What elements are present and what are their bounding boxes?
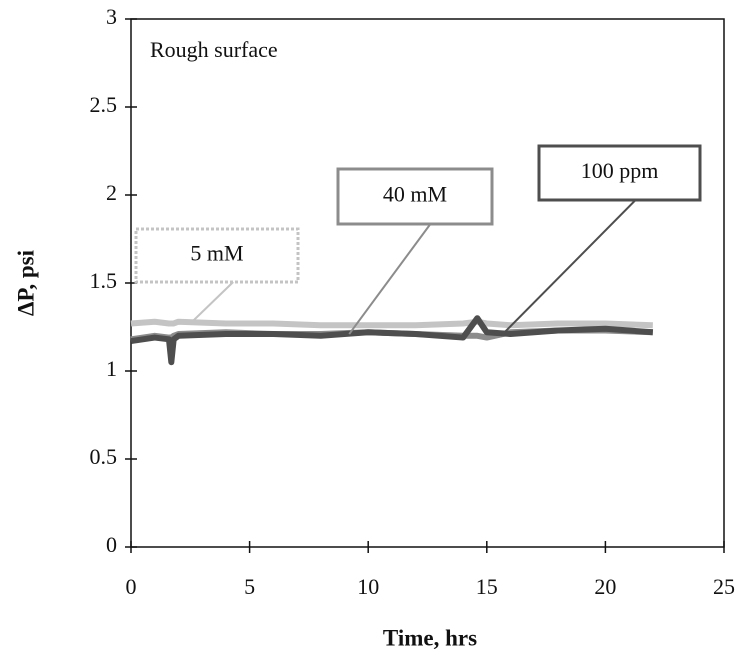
x-tick-label: 25 <box>713 574 735 599</box>
y-tick-label: 2 <box>106 180 117 205</box>
x-axis-title: Time, hrs <box>383 625 477 650</box>
y-tick-label: 2.5 <box>90 92 118 117</box>
x-tick-label: 20 <box>594 574 616 599</box>
data-line <box>130 315 654 366</box>
annotation: Rough surface <box>150 37 278 62</box>
y-tick-label: 1 <box>106 356 117 381</box>
callout-label: 100 ppm <box>581 158 659 183</box>
callout-box <box>537 144 702 202</box>
callout-box <box>134 227 300 284</box>
y-tick-label: 3 <box>106 4 117 29</box>
y-axis-title: ΔP, psi <box>13 249 38 316</box>
callout-label: 5 mM <box>190 241 243 266</box>
callout-leader <box>348 223 432 335</box>
y-tick-label: 0 <box>106 532 117 557</box>
y-tick-label: 0.5 <box>90 444 118 469</box>
plot-frame <box>130 18 725 548</box>
callout-leader <box>500 199 637 337</box>
x-tick-label: 0 <box>126 574 137 599</box>
callout-label: 40 mM <box>383 182 447 207</box>
y-tick-label: 1.5 <box>90 268 118 293</box>
callout-box <box>336 167 494 226</box>
callout-leader <box>189 281 234 325</box>
data-line <box>130 318 653 329</box>
x-tick-label: 5 <box>244 574 255 599</box>
x-tick-label: 15 <box>476 574 498 599</box>
x-tick-label: 10 <box>357 574 379 599</box>
